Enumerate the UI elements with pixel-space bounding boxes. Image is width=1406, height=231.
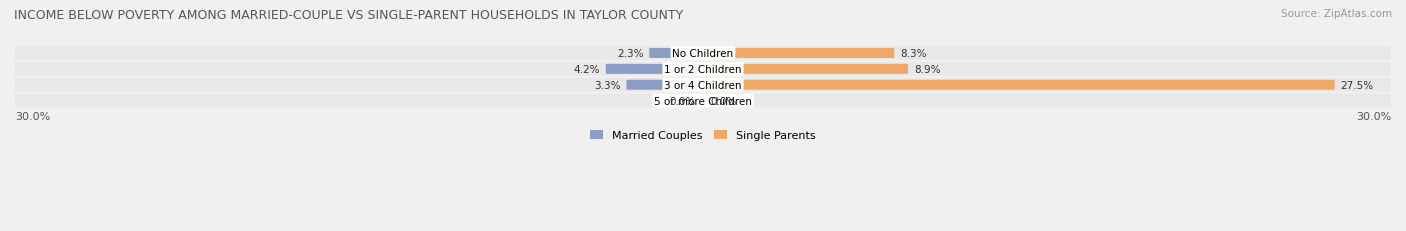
FancyBboxPatch shape bbox=[15, 94, 1391, 108]
FancyBboxPatch shape bbox=[702, 49, 894, 59]
Text: Source: ZipAtlas.com: Source: ZipAtlas.com bbox=[1281, 9, 1392, 19]
Text: 0.0%: 0.0% bbox=[710, 96, 737, 106]
Text: 2.3%: 2.3% bbox=[617, 49, 644, 59]
Text: 4.2%: 4.2% bbox=[574, 64, 600, 75]
FancyBboxPatch shape bbox=[15, 63, 1391, 76]
FancyBboxPatch shape bbox=[702, 96, 704, 106]
FancyBboxPatch shape bbox=[606, 64, 704, 75]
FancyBboxPatch shape bbox=[15, 47, 1391, 61]
FancyBboxPatch shape bbox=[702, 80, 1334, 90]
FancyBboxPatch shape bbox=[702, 96, 704, 106]
Text: 30.0%: 30.0% bbox=[15, 111, 51, 121]
Text: 8.9%: 8.9% bbox=[914, 64, 941, 75]
Text: INCOME BELOW POVERTY AMONG MARRIED-COUPLE VS SINGLE-PARENT HOUSEHOLDS IN TAYLOR : INCOME BELOW POVERTY AMONG MARRIED-COUPL… bbox=[14, 9, 683, 22]
FancyBboxPatch shape bbox=[650, 49, 704, 59]
Text: 8.3%: 8.3% bbox=[900, 49, 927, 59]
Text: 0.0%: 0.0% bbox=[669, 96, 696, 106]
Text: 1 or 2 Children: 1 or 2 Children bbox=[664, 64, 742, 75]
FancyBboxPatch shape bbox=[627, 80, 704, 90]
Text: 5 or more Children: 5 or more Children bbox=[654, 96, 752, 106]
Text: 30.0%: 30.0% bbox=[1355, 111, 1391, 121]
FancyBboxPatch shape bbox=[15, 79, 1391, 92]
Text: 3.3%: 3.3% bbox=[593, 80, 620, 90]
Legend: Married Couples, Single Parents: Married Couples, Single Parents bbox=[586, 126, 820, 145]
Text: No Children: No Children bbox=[672, 49, 734, 59]
Text: 27.5%: 27.5% bbox=[1340, 80, 1374, 90]
FancyBboxPatch shape bbox=[702, 64, 908, 75]
Text: 3 or 4 Children: 3 or 4 Children bbox=[664, 80, 742, 90]
